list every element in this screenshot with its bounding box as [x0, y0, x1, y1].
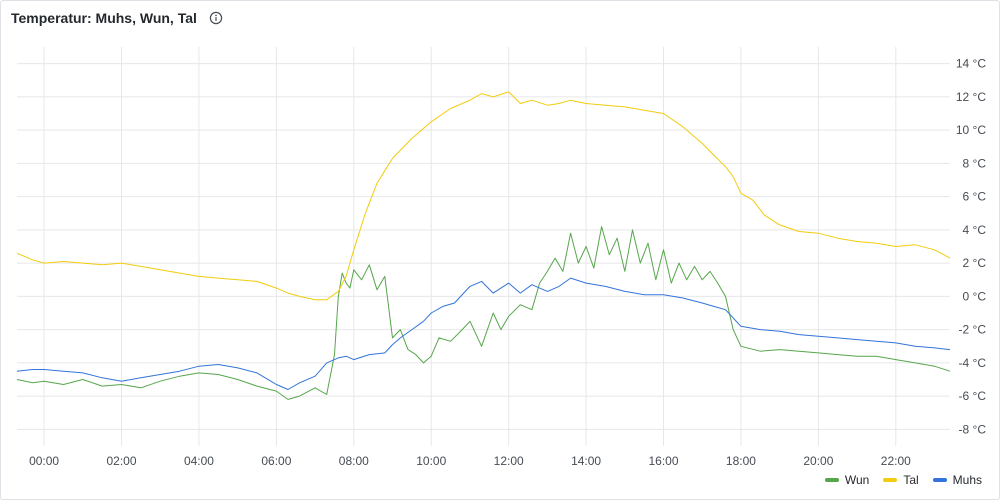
x-tick-label: 20:00: [803, 454, 833, 468]
y-tick-label: 8 °C: [963, 156, 987, 170]
y-tick-label: 2 °C: [963, 256, 987, 270]
y-tick-label: 10 °C: [956, 123, 986, 137]
series-line-tal[interactable]: [16, 91, 951, 301]
x-tick-label: 06:00: [261, 454, 291, 468]
grid: [17, 47, 950, 446]
legend-item-tal[interactable]: Tal: [883, 473, 919, 487]
y-tick-label: -4 °C: [959, 356, 987, 370]
y-tick-label: 4 °C: [963, 223, 987, 237]
series-line-wun[interactable]: [16, 226, 951, 400]
y-tick-label: 12 °C: [956, 90, 986, 104]
legend-label: Wun: [844, 473, 870, 487]
x-tick-label: 18:00: [726, 454, 756, 468]
legend-label: Tal: [903, 473, 919, 487]
x-tick-label: 02:00: [107, 454, 137, 468]
x-tick-label: 12:00: [494, 454, 524, 468]
x-axis: 00:00 02:00 04:00 06:00 08:00 10:00 12:00 14:00…: [29, 454, 911, 468]
legend-label: Muhs: [952, 473, 982, 487]
x-tick-label: 14:00: [571, 454, 601, 468]
legend-item-muhs[interactable]: Muhs: [932, 473, 982, 487]
series-line-muhs[interactable]: [16, 277, 951, 390]
y-tick-label: 6 °C: [963, 190, 987, 204]
y-tick-label: 0 °C: [963, 289, 987, 303]
x-tick-label: 16:00: [649, 454, 679, 468]
x-tick-label: 00:00: [29, 454, 59, 468]
info-circle-icon[interactable]: [209, 11, 223, 25]
x-tick-label: 04:00: [184, 454, 214, 468]
series-lines[interactable]: [16, 91, 951, 400]
y-tick-label: -2 °C: [959, 323, 987, 337]
y-tick-label: -6 °C: [959, 389, 987, 403]
x-tick-label: 10:00: [416, 454, 446, 468]
y-tick-label: 14 °C: [956, 57, 986, 71]
panel-header: Temperatur: Muhs, Wun, Tal: [11, 8, 223, 28]
legend-swatch: [883, 478, 898, 482]
legend-swatch: [824, 478, 839, 482]
legend: Wun Tal Muhs: [811, 472, 982, 488]
y-tick-label: -8 °C: [959, 422, 987, 436]
x-tick-label: 22:00: [881, 454, 911, 468]
y-axis: 14 °C 12 °C 10 °C 8 °C 6 °C 4 °C 2 °C 0 °C -2 °C…: [956, 57, 986, 437]
legend-item-wun[interactable]: Wun: [824, 473, 870, 487]
panel-title[interactable]: Temperatur: Muhs, Wun, Tal: [11, 10, 197, 26]
legend-swatch: [932, 478, 947, 482]
x-tick-label: 08:00: [339, 454, 369, 468]
